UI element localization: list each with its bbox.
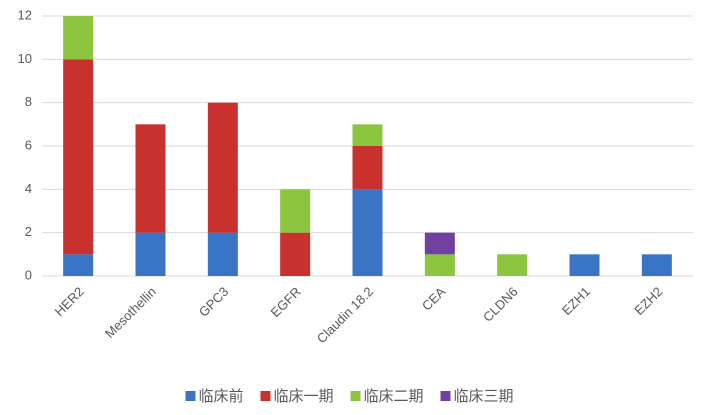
x-tick-label: EGFR [268, 284, 304, 320]
bar-segment [424, 254, 455, 276]
bar-segment [352, 124, 383, 146]
y-tick-label: 10 [18, 51, 32, 66]
bar-segment [497, 254, 528, 276]
y-tick-label: 4 [25, 181, 32, 196]
bar-segment [424, 232, 455, 255]
bar-segment [207, 102, 238, 233]
bar-segment [63, 59, 94, 255]
bar-segment [280, 189, 311, 233]
bar-segment [135, 232, 166, 276]
bar-segment [63, 254, 94, 276]
legend-swatch [260, 391, 271, 401]
x-tick-label: EZH2 [631, 284, 665, 318]
bar-segment [63, 16, 94, 60]
x-tick-label: GPC3 [196, 284, 232, 320]
legend-swatch [440, 391, 451, 401]
legend-label: 临床一期 [274, 388, 334, 405]
bar-segment [641, 254, 672, 276]
legend-label: 临床前 [199, 388, 244, 405]
y-tick-label: 6 [25, 137, 32, 152]
x-tick-label: Claudin 18.2 [314, 284, 376, 346]
bar-segment [280, 232, 311, 276]
y-tick-label: 12 [18, 7, 32, 22]
y-tick-label: 8 [25, 94, 32, 109]
bar-segment [352, 189, 383, 276]
x-tick-label: CLDN6 [480, 284, 521, 325]
y-tick-label: 0 [25, 267, 32, 282]
x-tick-label: HER2 [52, 284, 87, 319]
bar-segment [207, 232, 238, 276]
x-tick-label: Mesothellin [102, 284, 159, 341]
legend-label: 临床二期 [364, 388, 424, 405]
legend-swatch [350, 391, 361, 401]
x-tick-label: CEA [419, 284, 449, 314]
x-tick-label: EZH1 [559, 284, 593, 318]
bar-segment [135, 124, 166, 233]
bar-segment [569, 254, 600, 276]
legend-label: 临床三期 [454, 388, 514, 405]
legend-swatch [185, 391, 196, 401]
bar-segment [352, 146, 383, 190]
y-tick-label: 2 [25, 224, 32, 239]
